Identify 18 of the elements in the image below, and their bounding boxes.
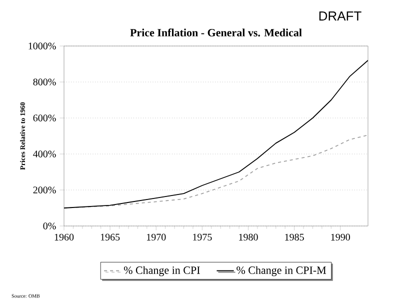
- x-tick-label: 1975: [193, 234, 212, 241]
- y-tick-label: 600%: [33, 114, 56, 122]
- y-tick-label: 400%: [33, 150, 56, 158]
- chart-title: Price Inflation - General vs. Medical: [130, 28, 302, 36]
- y-tick-label: 800%: [33, 78, 56, 86]
- line-series: [64, 60, 368, 208]
- x-tick-label: 1985: [285, 234, 304, 241]
- x-tick-label: 1970: [147, 234, 166, 241]
- legend-label: % Change in CPI-M: [236, 266, 326, 276]
- x-tick-label: 1980: [239, 234, 258, 241]
- text: DRAFT: [319, 12, 362, 20]
- x-tick-label: 1990: [331, 234, 350, 241]
- y-tick-label: 1000%: [28, 42, 56, 50]
- y-tick-label: 0%: [43, 222, 56, 230]
- y-tick-label: 200%: [33, 186, 56, 194]
- x-tick-label: 1965: [100, 234, 120, 241]
- x-tick-label: 1960: [54, 234, 74, 241]
- legend-label: % Change in CPI: [124, 266, 200, 276]
